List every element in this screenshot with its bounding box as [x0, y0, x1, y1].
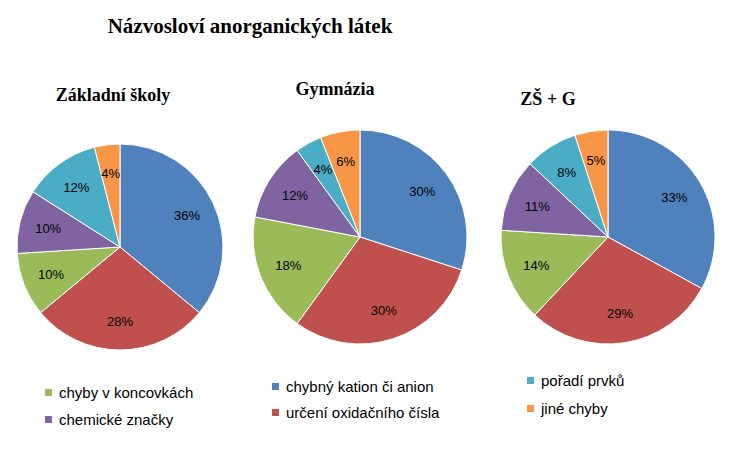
figure-title: Názvosloví anorganických látek — [108, 14, 393, 38]
data-label: 10% — [38, 267, 64, 282]
data-label: 12% — [63, 180, 89, 195]
legend-label: chybný kation či anion — [286, 378, 434, 395]
legend-item: chybný kation či anion — [272, 378, 434, 395]
data-label: 30% — [409, 184, 435, 199]
data-label: 5% — [587, 153, 606, 168]
data-label: 14% — [523, 258, 549, 273]
legend-swatch — [45, 416, 52, 423]
data-label: 10% — [35, 221, 61, 236]
legend-label: jiné chyby — [540, 400, 608, 417]
data-label: 28% — [107, 314, 133, 329]
pie-chart: ZŠ + G 33% 29% 14% 11% 8% 5% — [501, 88, 715, 344]
legend-item: chemické značky — [45, 411, 174, 428]
legend-label: určení oxidačního čísla — [286, 404, 440, 421]
legend: chybný kation či anion určení oxidačního … — [45, 372, 624, 428]
pie: 33% 29% 14% 11% 8% 5% — [501, 130, 715, 344]
legend-swatch — [45, 389, 52, 396]
pie-slice — [321, 130, 360, 237]
pie-slice — [501, 230, 608, 315]
pie: 36% 28% 10% 10% 12% 4% — [17, 144, 223, 350]
chart-title: Gymnázia — [296, 79, 375, 99]
pie-chart: Základní školy 36% 28% 10% 10% 12% 4% — [17, 85, 223, 350]
legend-item: určení oxidačního čísla — [272, 404, 440, 421]
data-label: 18% — [275, 258, 301, 273]
legend-swatch — [527, 377, 534, 384]
legend-swatch — [527, 405, 534, 412]
data-label: 11% — [525, 199, 550, 214]
data-label: 33% — [661, 190, 687, 205]
pie-slice — [94, 144, 120, 247]
chart-title: ZŠ + G — [520, 88, 575, 109]
pie-slice — [17, 247, 120, 313]
pie-slice — [575, 130, 608, 237]
legend-label: chemické značky — [59, 411, 174, 428]
data-label: 30% — [371, 303, 397, 318]
data-label: 4% — [313, 162, 332, 177]
legend-label: chyby v koncovkách — [59, 384, 193, 401]
chart-title: Základní školy — [56, 85, 171, 105]
chart: Názvosloví anorganických látek Základní š… — [0, 0, 732, 460]
legend-swatch — [272, 383, 279, 390]
legend-item: jiné chyby — [527, 400, 608, 417]
data-label: 36% — [174, 208, 200, 223]
pie-chart: Gymnázia 30% 30% 18% 12% 4% 6% — [253, 79, 467, 344]
data-label: 4% — [101, 166, 120, 181]
legend-label: pořadí prvků — [541, 372, 624, 389]
data-label: 8% — [557, 165, 576, 180]
pie: 30% 30% 18% 12% 4% 6% — [253, 130, 467, 344]
legend-swatch — [272, 409, 279, 416]
legend-item: chyby v koncovkách — [45, 384, 193, 401]
data-label: 6% — [336, 154, 355, 169]
legend-item: pořadí prvků — [527, 372, 624, 389]
data-label: 12% — [282, 188, 308, 203]
data-label: 29% — [607, 306, 633, 321]
